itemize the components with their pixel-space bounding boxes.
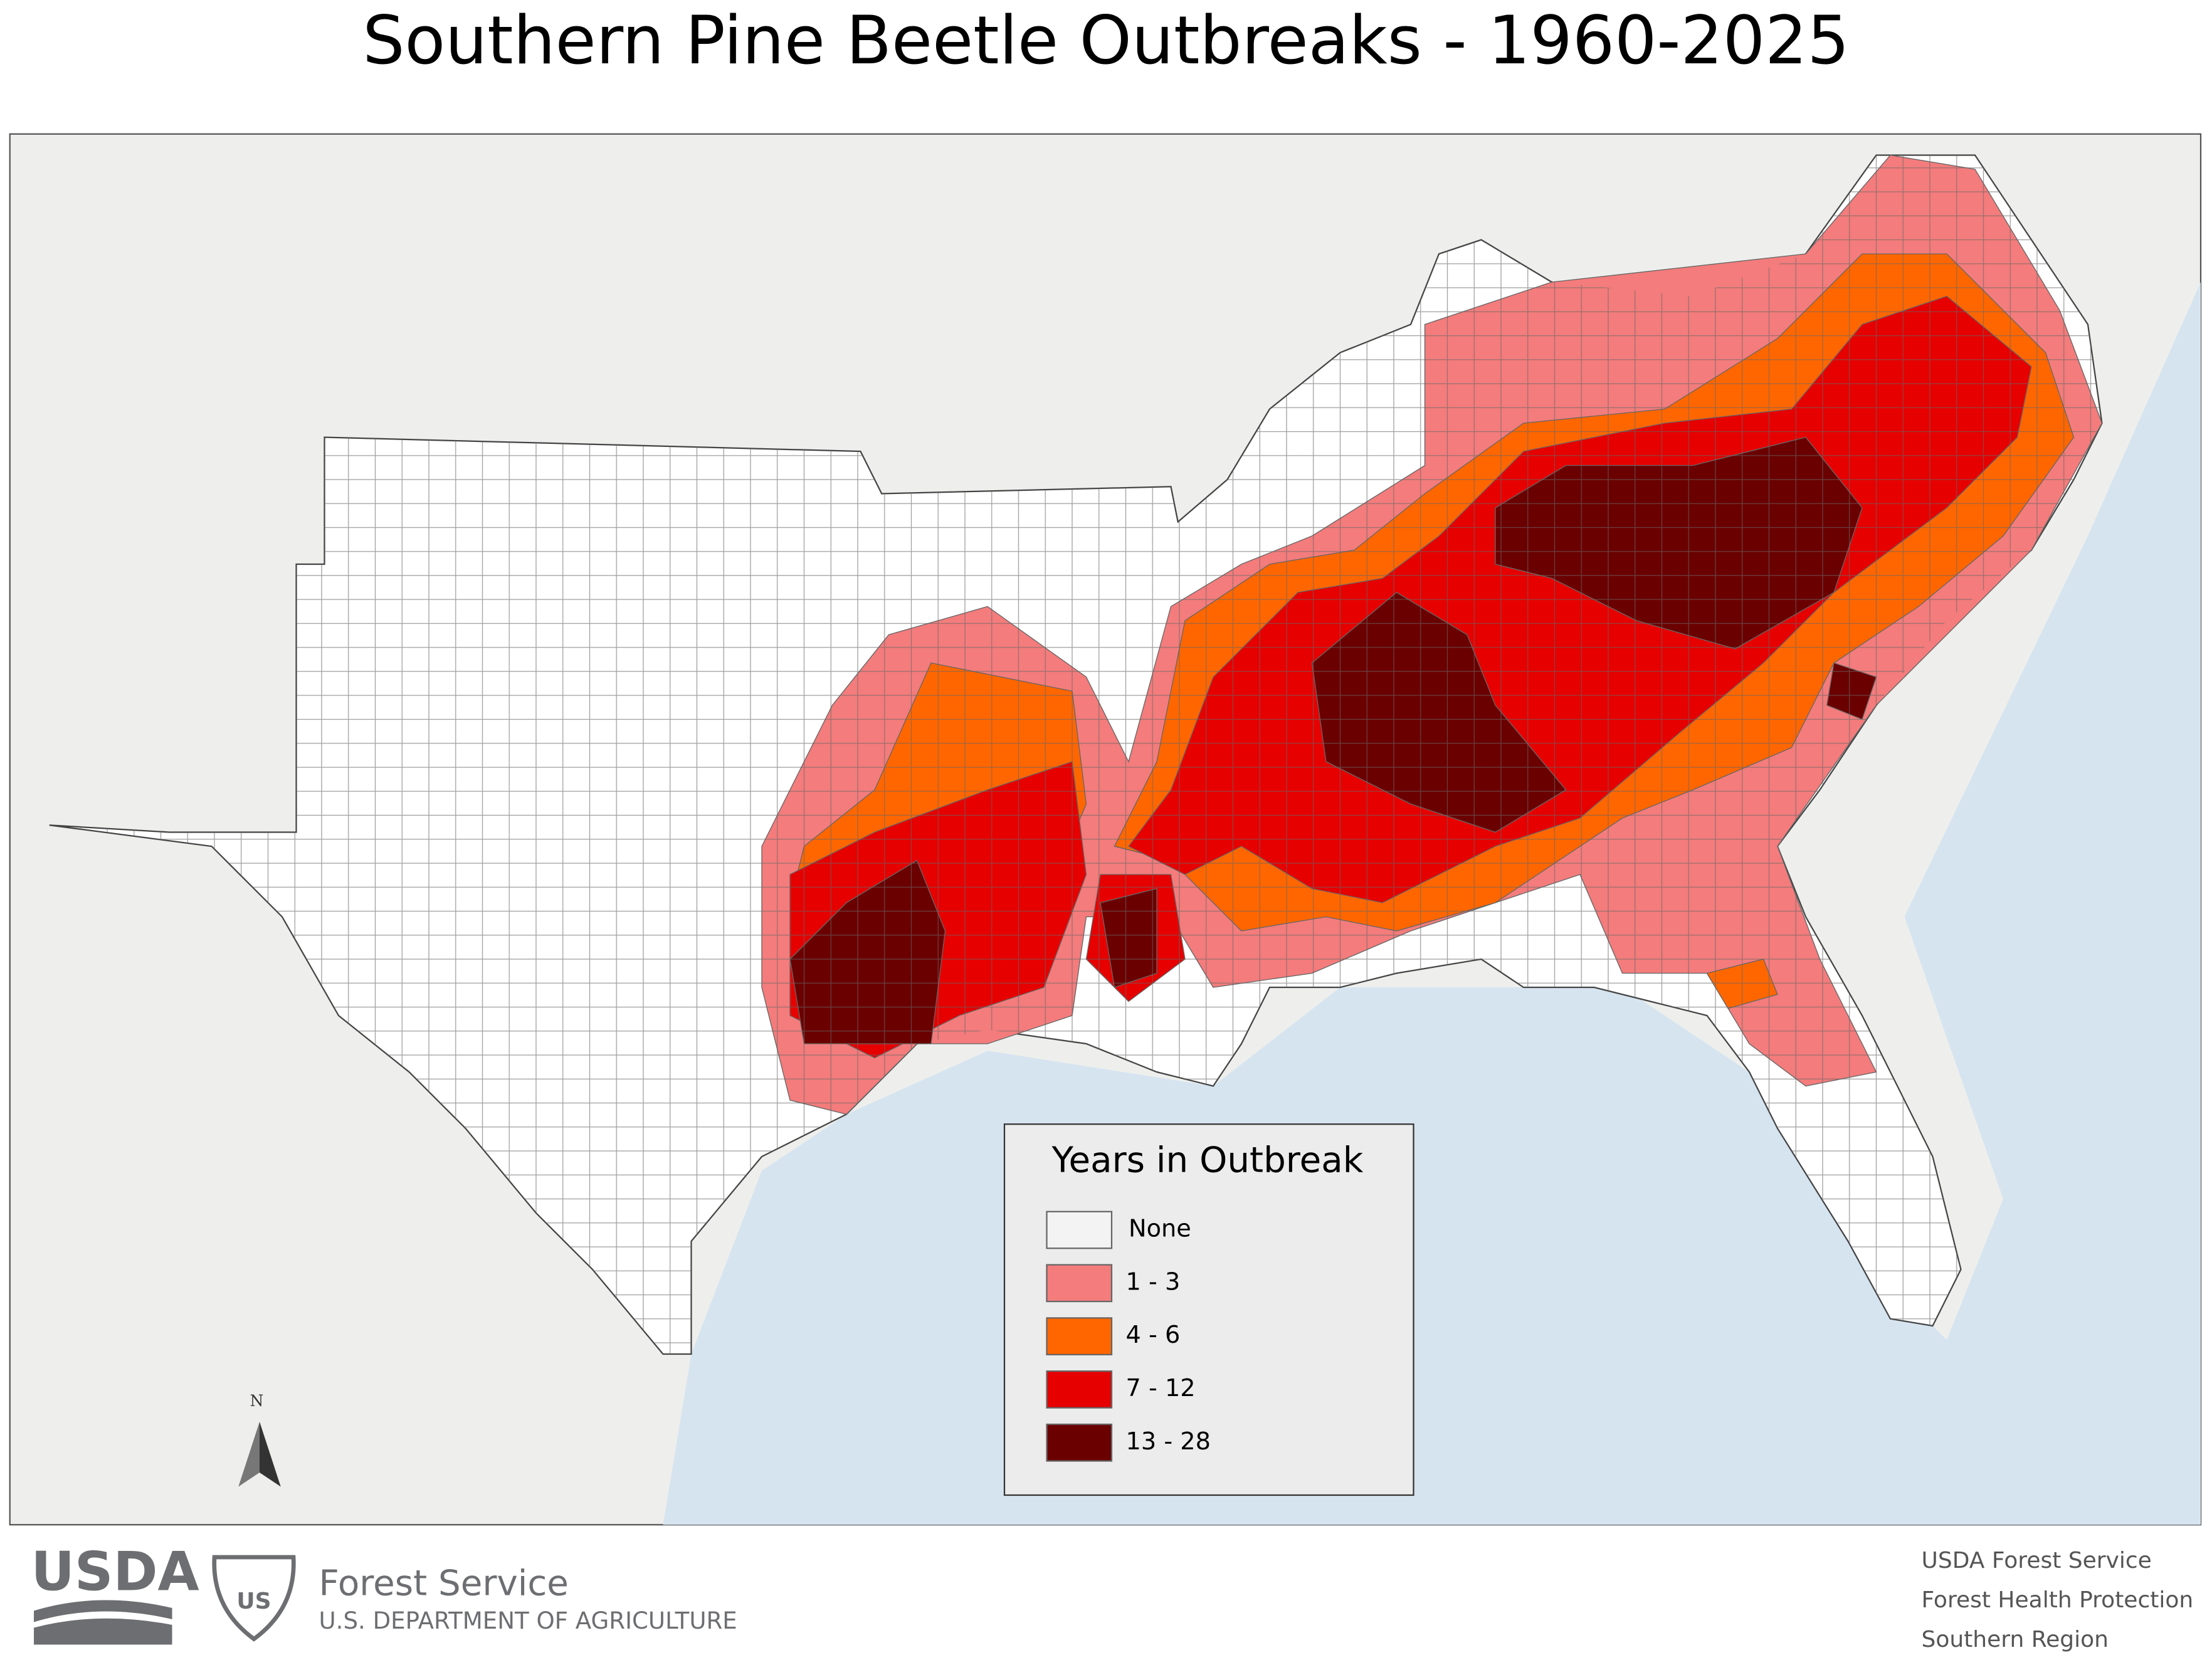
legend-label: None — [1129, 1215, 1191, 1243]
forest-service-shield — [212, 1555, 296, 1642]
legend-swatch — [1046, 1370, 1113, 1409]
credit-line: Southern Region — [1922, 1627, 2109, 1652]
legend-swatch — [1046, 1317, 1113, 1356]
map-title: Southern Pine Beetle Outbreaks - 1960-20… — [362, 2, 1849, 79]
north-arrow — [260, 1422, 281, 1487]
agency-name: Forest Service — [319, 1563, 569, 1604]
shield-mark: US — [236, 1589, 271, 1614]
usda-logo: USDA — [31, 1542, 199, 1604]
legend-title: Years in Outbreak — [1051, 1140, 1364, 1181]
north-label: N — [250, 1392, 264, 1410]
county-lines — [49, 155, 2102, 1355]
legend: Years in Outbreak None 1 - 3 4 - 6 7 - 12 13… — [1003, 1123, 1414, 1496]
north-arrow — [238, 1422, 260, 1487]
legend-label: 1 - 3 — [1126, 1268, 1181, 1296]
legend-swatch — [1046, 1211, 1113, 1249]
legend-label: 7 - 12 — [1126, 1374, 1196, 1402]
legend-swatch — [1046, 1423, 1113, 1462]
legend-label: 13 - 28 — [1126, 1427, 1211, 1456]
department-name: U.S. DEPARTMENT OF AGRICULTURE — [319, 1607, 737, 1634]
credit-line: Forest Health Protection — [1922, 1587, 2194, 1613]
legend-swatch — [1046, 1264, 1113, 1303]
credit-line: USDA Forest Service — [1922, 1548, 2152, 1573]
credits: USDA Forest Service Forest Health Protect… — [1922, 1548, 2194, 1652]
usda-logo-mark — [34, 1600, 172, 1645]
legend-label: 4 - 6 — [1126, 1321, 1181, 1349]
